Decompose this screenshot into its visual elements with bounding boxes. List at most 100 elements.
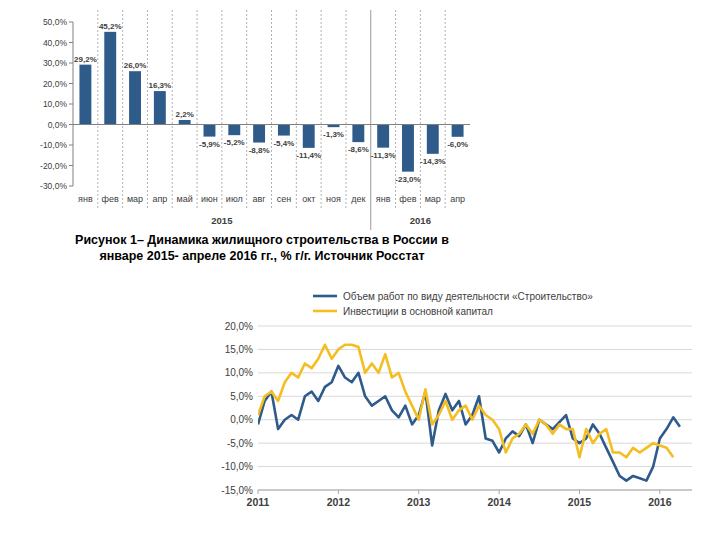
data-label: -8,6% (348, 145, 369, 154)
bar (79, 65, 91, 125)
y-tick (69, 42, 73, 43)
data-label: -23,0% (395, 175, 420, 184)
x-tick (579, 490, 580, 494)
category-label: сен (277, 194, 292, 204)
group-separator (370, 10, 371, 230)
y-tick-label: -10,0% (221, 461, 253, 472)
category-separator (246, 10, 247, 208)
grid-line (258, 466, 692, 467)
grid-line (258, 490, 692, 491)
y-tick (69, 63, 73, 64)
category-label: июл (226, 194, 243, 204)
data-label: 2,2% (176, 110, 194, 119)
y-tick (69, 124, 73, 125)
data-label: -11,3% (371, 151, 396, 160)
series-line (258, 345, 673, 457)
x-tick-label: 2012 (327, 496, 351, 508)
data-label: -5,9% (199, 140, 220, 149)
legend-label: Объем работ по виду деятельности «Строит… (343, 291, 593, 302)
category-label: апр (450, 194, 465, 204)
category-label: янв (78, 194, 93, 204)
category-separator (122, 10, 123, 208)
y-tick-label: -5,0% (227, 438, 253, 449)
series-line (258, 366, 680, 481)
data-label: -8,8% (249, 146, 270, 155)
x-tick (499, 490, 500, 494)
legend-label: Инвестиции в основной капитал (343, 306, 493, 317)
category-separator (221, 10, 222, 208)
group-label: 2015 (211, 215, 233, 226)
y-tick-label: -20,0% (40, 161, 67, 171)
bar (452, 125, 464, 137)
y-tick-label: -15,0% (221, 485, 253, 496)
bar (303, 125, 315, 148)
page: {"chart_data": [ {"type": "bar", "title"… (0, 0, 720, 540)
category-separator (321, 10, 322, 208)
grid-line (258, 326, 692, 327)
bar (402, 125, 414, 172)
category-label: дек (351, 194, 365, 204)
y-tick-label: 0,0% (230, 414, 253, 425)
y-tick-label: 40,0% (43, 38, 68, 48)
category-label: фев (102, 194, 119, 204)
data-label: -6,0% (447, 140, 468, 149)
y-tick-label: 5,0% (230, 391, 253, 402)
bar (377, 125, 389, 148)
caption: Рисунок 1– Динамика жилищного строительс… (52, 232, 472, 264)
y-tick-label: 15,0% (225, 344, 253, 355)
grid-line (258, 372, 692, 373)
y-tick-label: 10,0% (225, 367, 253, 378)
category-separator (345, 10, 346, 208)
legend-swatch (313, 310, 337, 313)
legend-swatch (313, 295, 337, 298)
bar (228, 125, 240, 136)
data-label: 29,2% (74, 55, 97, 64)
chart-canvas: -30,0% -20,0% -10,0% 0,0% 10,0% 20,0% 30,0% 40,… (0, 0, 720, 540)
y-tick-label: -10,0% (40, 140, 67, 150)
x-tick (659, 490, 660, 494)
category-label: ноя (326, 194, 341, 204)
y-tick-label: 10,0% (43, 99, 68, 109)
x-tick-label: 2011 (247, 496, 270, 508)
zero-axis (73, 124, 470, 125)
bar (104, 32, 116, 125)
y-axis (73, 22, 74, 186)
category-separator (296, 10, 297, 208)
x-tick-label: 2014 (487, 496, 511, 508)
category-separator (172, 10, 173, 208)
y-tick-label: 20,0% (225, 321, 253, 332)
grid-line (258, 396, 692, 397)
bar (204, 125, 216, 137)
y-tick-label: -30,0% (40, 181, 67, 191)
data-label: 16,3% (149, 81, 172, 90)
bar (278, 125, 290, 136)
category-label: окт (302, 194, 315, 204)
y-tick (69, 165, 73, 166)
x-tick-label: 2015 (568, 496, 592, 508)
y-tick (69, 22, 73, 23)
legend: Объем работ по виду деятельности «Строит… (313, 291, 593, 317)
bar (129, 71, 141, 124)
data-label: -5,2% (224, 138, 245, 147)
y-tick-label: 50,0% (43, 17, 68, 27)
bar (179, 120, 191, 125)
data-label: -1,3% (323, 130, 344, 139)
bar (352, 125, 364, 143)
category-label: авг (253, 194, 267, 204)
category-label: май (177, 194, 193, 204)
y-tick-label: 20,0% (43, 79, 68, 89)
group-label: 2016 (410, 215, 431, 226)
category-label: апр (152, 194, 167, 204)
category-label: мар (127, 194, 143, 204)
grid-line (258, 443, 692, 444)
category-separator (271, 10, 272, 208)
bar (427, 125, 439, 154)
data-label: -14,3% (420, 157, 445, 166)
x-tick (258, 490, 259, 494)
y-tick (69, 186, 73, 187)
bars (79, 32, 463, 172)
category-separator (197, 10, 198, 208)
y-tick (69, 145, 73, 146)
x-axis (258, 490, 692, 491)
y-tick-label: 30,0% (43, 58, 68, 68)
